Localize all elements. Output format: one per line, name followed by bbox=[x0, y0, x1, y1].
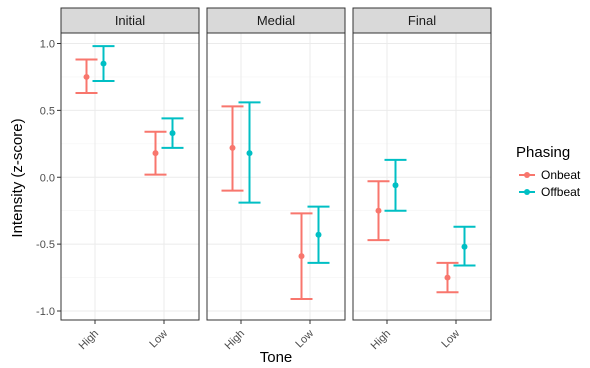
y-tick-label: 0.5 bbox=[40, 105, 55, 117]
legend-label: Onbeat bbox=[541, 168, 581, 182]
errorbar-offbeat-low bbox=[161, 117, 184, 149]
legend-key-point bbox=[524, 172, 530, 178]
panel-final: Final High Low bbox=[352, 7, 492, 352]
facet-strip-label: Medial bbox=[257, 13, 295, 28]
errorbar-offbeat-high bbox=[92, 45, 115, 82]
mean-point bbox=[100, 60, 107, 67]
x-tick-label: Low bbox=[439, 328, 462, 351]
mean-point bbox=[229, 144, 236, 151]
legend-item-onbeat: Onbeat bbox=[519, 168, 581, 182]
mean-point bbox=[392, 182, 399, 189]
panel-medial: Medial High Low bbox=[206, 7, 346, 352]
errorbar-onbeat-high bbox=[75, 58, 98, 94]
y-tick-label: -1.0 bbox=[36, 306, 55, 318]
y-axis-title: Intensity (z-score) bbox=[9, 118, 26, 237]
legend-key-point bbox=[524, 189, 530, 195]
y-tick-label: 1.0 bbox=[40, 39, 55, 51]
mean-point bbox=[315, 231, 322, 238]
mean-point bbox=[246, 150, 253, 157]
y-tick-label: -0.5 bbox=[36, 239, 55, 251]
mean-point bbox=[298, 253, 305, 260]
legend-title: Phasing bbox=[516, 144, 570, 161]
mean-point bbox=[444, 274, 451, 281]
errorbar-offbeat-low bbox=[307, 205, 330, 264]
y-axis: -1.0 -0.5 0.0 0.5 1.0 bbox=[36, 39, 61, 318]
panels-layer: Initial High Low Medial High Low Final High Low bbox=[60, 7, 492, 352]
errorbar-offbeat-high bbox=[238, 101, 261, 204]
x-axis-title: Tone bbox=[260, 349, 293, 366]
panel-border bbox=[206, 32, 346, 321]
panel-initial: Initial High Low bbox=[60, 7, 200, 352]
x-tick-label: Low bbox=[147, 328, 170, 351]
panel-background bbox=[61, 33, 199, 320]
mean-point bbox=[152, 150, 159, 157]
legend-item-offbeat: Offbeat bbox=[519, 185, 581, 199]
errorbar-offbeat-high bbox=[384, 158, 407, 212]
legend-label: Offbeat bbox=[541, 185, 581, 199]
legend: Phasing Onbeat Offbeat bbox=[516, 144, 581, 199]
errorbar-offbeat-low bbox=[453, 225, 476, 267]
facet-strip-label: Final bbox=[408, 13, 436, 28]
facet-strip bbox=[352, 7, 492, 34]
x-tick-label: High bbox=[369, 328, 393, 352]
x-tick-label: High bbox=[77, 328, 101, 352]
mean-point bbox=[461, 243, 468, 250]
x-tick-label: Low bbox=[293, 328, 316, 351]
errorbar-onbeat-low bbox=[290, 212, 313, 300]
mean-point bbox=[169, 130, 176, 137]
facet-strip-label: Initial bbox=[115, 13, 145, 28]
x-tick-label: High bbox=[223, 328, 247, 352]
panel-border bbox=[352, 32, 492, 321]
mean-point bbox=[83, 73, 90, 80]
panel-background bbox=[353, 33, 491, 320]
errorbar-onbeat-low bbox=[436, 261, 459, 294]
mean-point bbox=[375, 207, 382, 214]
panel-border bbox=[60, 32, 200, 321]
facet-strip bbox=[206, 7, 346, 34]
panel-background bbox=[207, 33, 345, 320]
y-tick-label: 0.0 bbox=[40, 172, 55, 184]
errorbar-onbeat-high bbox=[221, 105, 244, 192]
errorbar-onbeat-high bbox=[367, 180, 390, 242]
facet-strip bbox=[60, 7, 200, 34]
errorbar-onbeat-low bbox=[144, 130, 167, 176]
